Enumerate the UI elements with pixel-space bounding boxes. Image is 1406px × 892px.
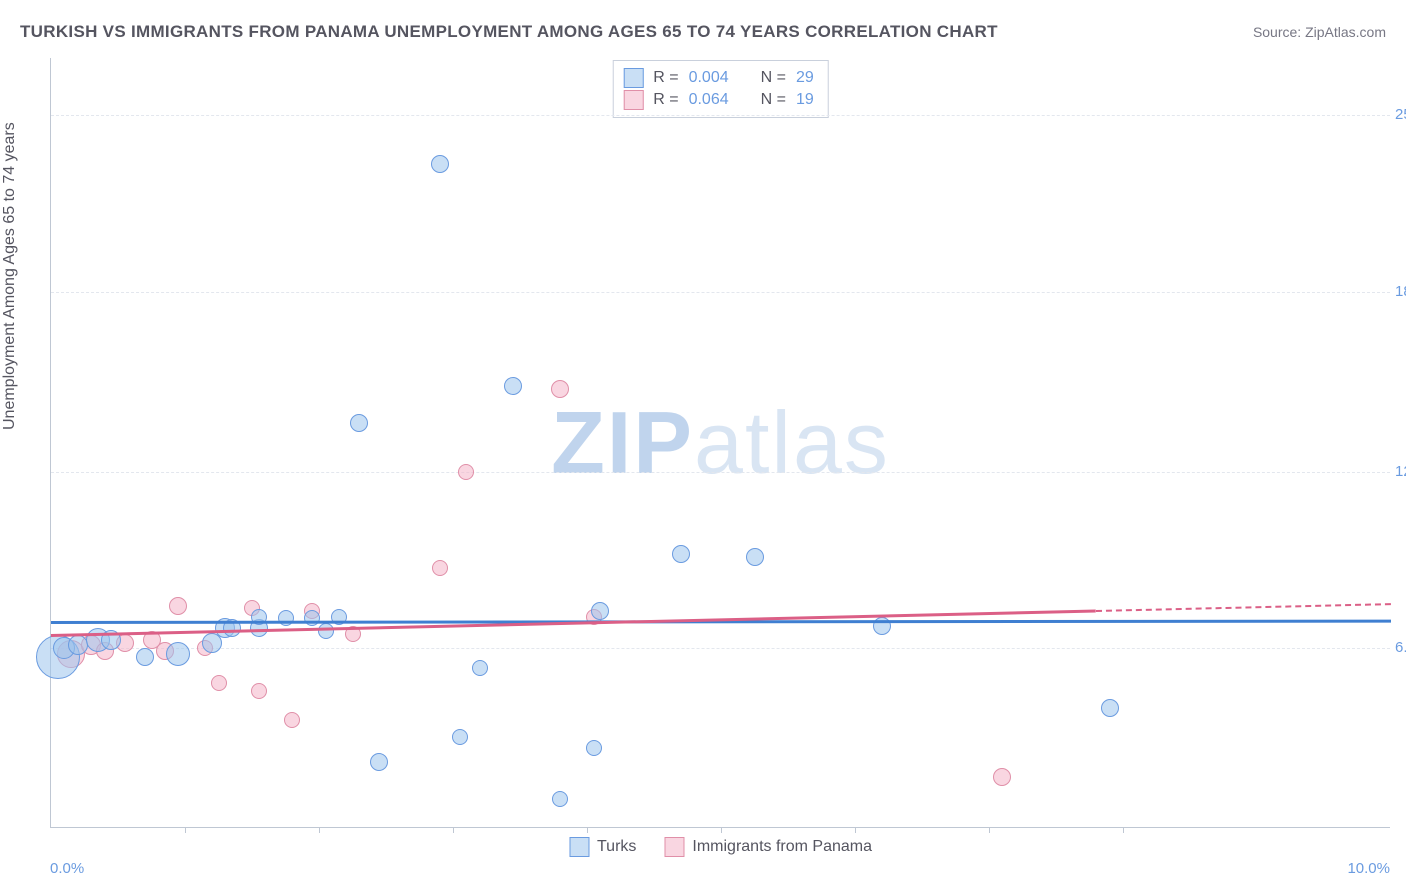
bubble-panama bbox=[432, 560, 448, 576]
n-label: N = bbox=[761, 89, 786, 111]
bubble-turks bbox=[1101, 699, 1119, 717]
x-tick bbox=[1123, 827, 1124, 833]
r-label: R = bbox=[653, 67, 678, 89]
bubble-turks bbox=[591, 602, 609, 620]
gridline bbox=[51, 648, 1390, 649]
bubble-panama bbox=[551, 380, 569, 398]
bubble-turks bbox=[672, 545, 690, 563]
bubble-turks bbox=[166, 642, 190, 666]
watermark-atlas: atlas bbox=[694, 393, 890, 492]
bubble-turks bbox=[431, 155, 449, 173]
bubble-turks bbox=[472, 660, 488, 676]
gridline bbox=[51, 292, 1390, 293]
bubble-turks bbox=[452, 729, 468, 745]
y-tick-label: 12.5% bbox=[1395, 463, 1406, 480]
bubble-turks bbox=[746, 548, 764, 566]
watermark-zip: ZIP bbox=[551, 393, 694, 492]
swatch-panama-icon bbox=[623, 90, 643, 110]
bubble-panama bbox=[284, 712, 300, 728]
bubble-turks bbox=[278, 610, 294, 626]
legend-item-panama: Immigrants from Panama bbox=[664, 837, 872, 857]
legend-stats: R = 0.004 N = 29 R = 0.064 N = 19 bbox=[612, 60, 829, 118]
bubble-panama bbox=[993, 768, 1011, 786]
chart-title: TURKISH VS IMMIGRANTS FROM PANAMA UNEMPL… bbox=[20, 22, 998, 42]
bubble-turks bbox=[504, 377, 522, 395]
x-axis-max: 10.0% bbox=[1347, 860, 1390, 877]
bubble-panama bbox=[169, 597, 187, 615]
bubble-panama bbox=[458, 464, 474, 480]
r-label: R = bbox=[653, 89, 678, 111]
legend-stats-row-turks: R = 0.004 N = 29 bbox=[623, 67, 814, 89]
x-tick bbox=[989, 827, 990, 833]
x-tick bbox=[855, 827, 856, 833]
bubble-turks bbox=[586, 740, 602, 756]
r-value-panama: 0.064 bbox=[689, 89, 729, 111]
trendline-panama-ext bbox=[1096, 603, 1391, 612]
y-tick-label: 6.3% bbox=[1395, 639, 1406, 656]
x-tick bbox=[587, 827, 588, 833]
plot-area: ZIPatlas R = 0.004 N = 29 R = 0.064 N = … bbox=[50, 58, 1390, 828]
bubble-panama bbox=[251, 683, 267, 699]
n-value-panama: 19 bbox=[796, 89, 814, 111]
legend-stats-row-panama: R = 0.064 N = 19 bbox=[623, 89, 814, 111]
x-axis-min: 0.0% bbox=[50, 860, 84, 877]
bubble-turks bbox=[350, 414, 368, 432]
legend-label-panama: Immigrants from Panama bbox=[692, 838, 872, 856]
swatch-turks-icon bbox=[623, 68, 643, 88]
x-tick bbox=[721, 827, 722, 833]
legend-series: Turks Immigrants from Panama bbox=[569, 837, 872, 857]
watermark: ZIPatlas bbox=[551, 392, 890, 494]
r-value-turks: 0.004 bbox=[689, 67, 729, 89]
source-label: Source: ZipAtlas.com bbox=[1253, 24, 1386, 40]
x-tick bbox=[453, 827, 454, 833]
n-label: N = bbox=[761, 67, 786, 89]
y-axis-label: Unemployment Among Ages 65 to 74 years bbox=[1, 122, 19, 430]
bubble-turks bbox=[552, 791, 568, 807]
bubble-panama bbox=[211, 675, 227, 691]
bubble-turks bbox=[318, 623, 334, 639]
legend-label-turks: Turks bbox=[597, 838, 636, 856]
x-tick bbox=[185, 827, 186, 833]
legend-item-turks: Turks bbox=[569, 837, 636, 857]
bubble-turks bbox=[136, 648, 154, 666]
swatch-panama-icon bbox=[664, 837, 684, 857]
x-tick bbox=[319, 827, 320, 833]
swatch-turks-icon bbox=[569, 837, 589, 857]
y-tick-label: 18.8% bbox=[1395, 283, 1406, 300]
gridline bbox=[51, 472, 1390, 473]
bubble-turks bbox=[370, 753, 388, 771]
gridline bbox=[51, 115, 1390, 116]
y-tick-label: 25.0% bbox=[1395, 106, 1406, 123]
n-value-turks: 29 bbox=[796, 67, 814, 89]
bubble-turks bbox=[304, 610, 320, 626]
